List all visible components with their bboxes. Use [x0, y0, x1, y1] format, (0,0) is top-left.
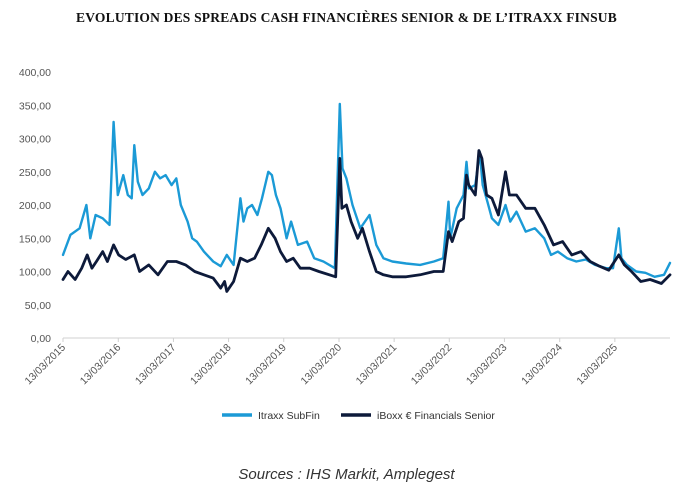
y-tick-label: 350,00	[19, 100, 51, 112]
y-tick-label: 250,00	[19, 167, 51, 179]
x-tick-label: 13/03/2023	[464, 342, 510, 388]
x-tick-label: 13/03/2025	[574, 342, 620, 388]
legend: Itraxx SubFin iBoxx € Financials Senior	[222, 410, 495, 422]
x-tick-label: 13/03/2016	[78, 342, 124, 388]
x-tick-label: 13/03/2017	[133, 342, 179, 388]
x-tick-label: 13/03/2022	[409, 342, 455, 388]
x-tick-label: 13/03/2024	[519, 342, 565, 388]
chart-title: EVOLUTION DES SPREADS CASH FINANCIÈRES S…	[76, 10, 617, 25]
x-axis: 13/03/2015 13/03/2016 13/03/2017 13/03/2018…	[22, 337, 670, 388]
y-tick-label: 100,00	[19, 267, 51, 279]
series-line-iboxx-financials-senior	[61, 149, 672, 293]
plot-area	[61, 102, 672, 293]
y-tick-label: 300,00	[19, 134, 51, 146]
y-axis: 0,00 50,00 100,00 150,00 200,00 250,00 300,00 3…	[19, 67, 51, 345]
y-tick-label: 200,00	[19, 200, 51, 212]
legend-item-iboxx-financials-senior-label: iBoxx € Financials Senior	[377, 410, 495, 422]
source-note: Sources : IHS Markit, Amplegest	[238, 466, 455, 483]
legend-item-itraxx-subfin-label: Itraxx SubFin	[258, 410, 320, 422]
x-tick-label: 13/03/2021	[354, 342, 400, 388]
x-tick-label: 13/03/2015	[22, 342, 68, 388]
x-tick-label: 13/03/2019	[243, 342, 289, 388]
y-tick-label: 400,00	[19, 67, 51, 79]
x-tick-label: 13/03/2020	[298, 342, 344, 388]
x-tick-label: 13/03/2018	[188, 342, 234, 388]
y-tick-label: 50,00	[25, 300, 51, 312]
y-tick-label: 0,00	[31, 333, 52, 345]
y-tick-label: 150,00	[19, 233, 51, 245]
